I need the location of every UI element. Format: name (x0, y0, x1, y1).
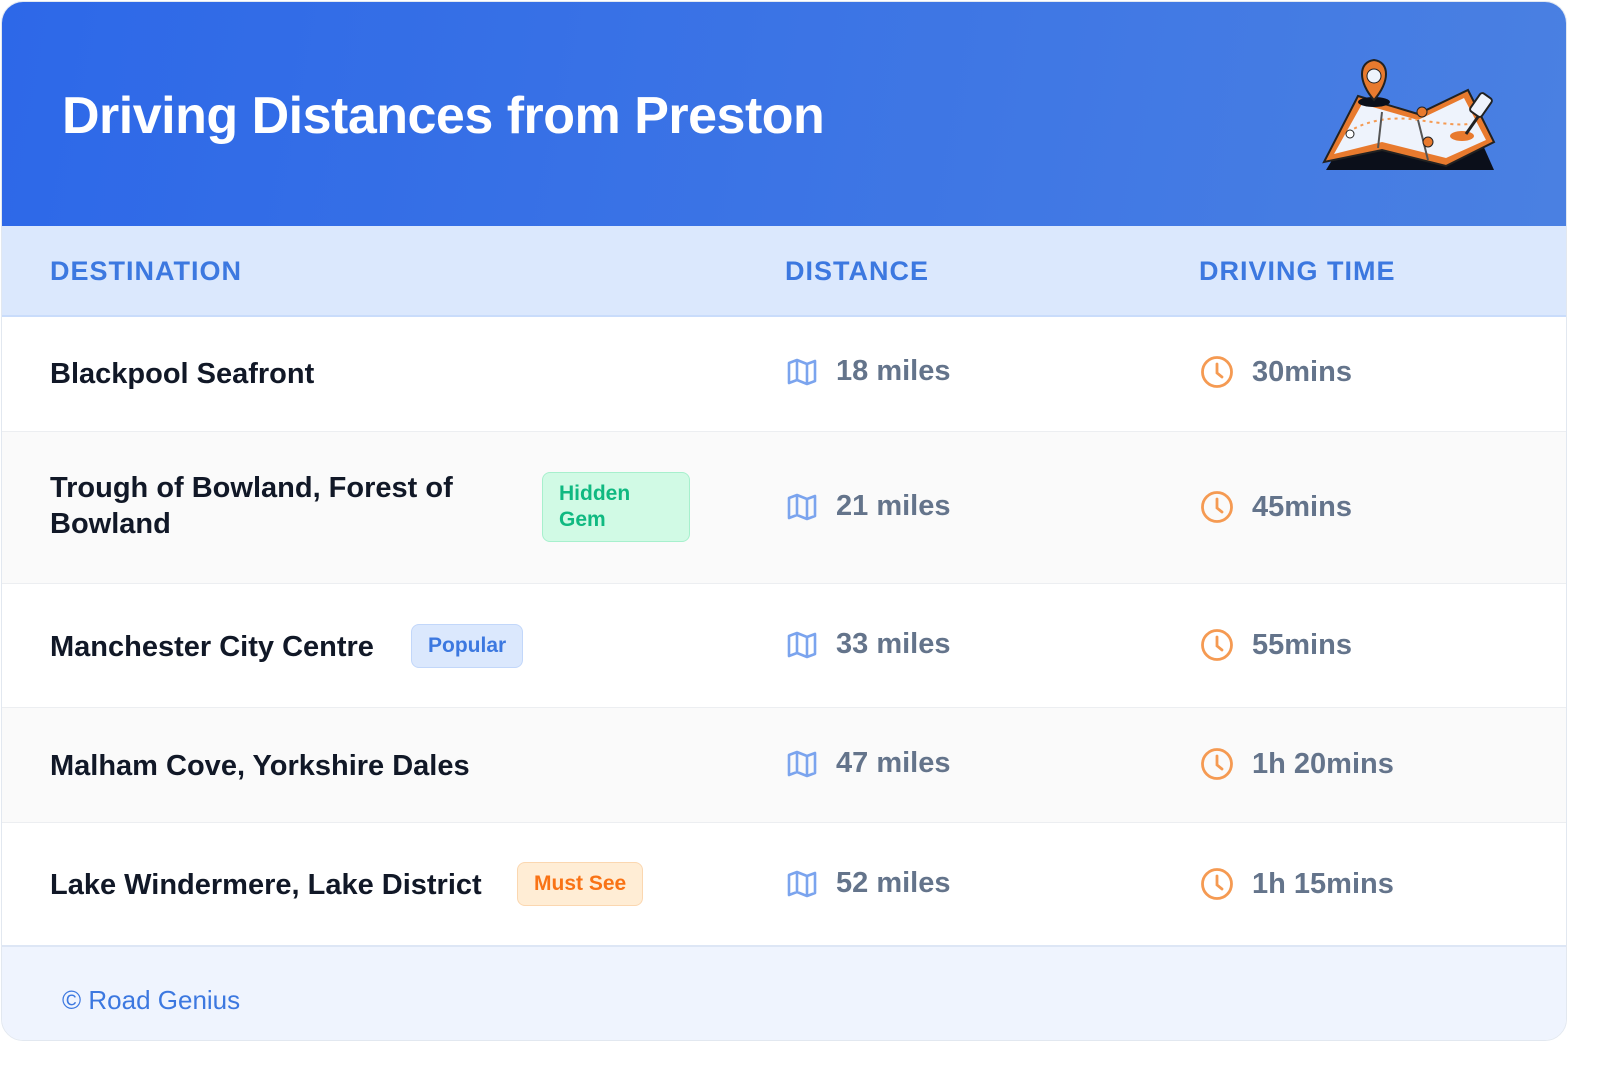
driving-time-value: 30mins (1252, 355, 1352, 388)
distance-value: 47 miles (836, 747, 951, 779)
popular-badge: Popular (411, 624, 524, 668)
table-row[interactable]: Trough of Bowland, Forest of Bowland Hidd… (2, 432, 1566, 584)
map-icon (786, 631, 818, 659)
distance-card: Driving Distances from Preston DESTINATI… (1, 1, 1567, 1041)
copyright-text: © Road Genius (62, 985, 241, 1015)
header: Driving Distances from Preston (2, 2, 1566, 226)
driving-time-value: 45mins (1252, 490, 1352, 523)
table-header: DESTINATION DISTANCE DRIVING TIME (2, 226, 1566, 317)
column-header-distance[interactable]: DISTANCE (785, 256, 930, 286)
driving-time-value: 55mins (1252, 628, 1352, 661)
distance-value: 33 miles (836, 628, 951, 660)
clock-icon (1200, 490, 1234, 524)
page-title: Driving Distances from Preston (62, 87, 825, 145)
distance-value: 52 miles (836, 867, 951, 899)
map-icon (786, 493, 818, 521)
destination-name: Trough of Bowland, Forest of Bowland (50, 470, 453, 542)
column-header-driving-time[interactable]: DRIVING TIME (1199, 256, 1396, 286)
badge-line: Gem (559, 508, 606, 531)
destination-name: Blackpool Seafront (50, 358, 315, 390)
destination-name: Malham Cove, Yorkshire Dales (50, 750, 470, 782)
table-row[interactable]: Lake Windermere, Lake District Must See … (2, 823, 1566, 947)
clock-icon (1200, 628, 1234, 662)
map-icon (786, 870, 818, 898)
driving-time-value: 1h 15mins (1252, 867, 1394, 900)
footer: © Road Genius (2, 945, 1566, 1040)
distance-value: 18 miles (836, 355, 951, 387)
column-header-destination[interactable]: DESTINATION (50, 256, 242, 286)
destination-name: Manchester City Centre (50, 631, 374, 663)
map-icon (786, 358, 818, 386)
table-row[interactable]: Manchester City Centre Popular 33 miles … (2, 584, 1566, 708)
must-see-badge: Must See (517, 862, 644, 906)
badge-line: Hidden (559, 482, 631, 505)
hidden-gem-badge: Hidden Gem (542, 472, 690, 542)
map-icon (786, 750, 818, 778)
table-row[interactable]: Malham Cove, Yorkshire Dales 47 miles 1h… (2, 708, 1566, 823)
destination-line: Bowland (50, 508, 171, 540)
table-row[interactable]: Blackpool Seafront 18 miles 30mins (2, 317, 1566, 432)
map-illustration-icon (1322, 58, 1496, 170)
clock-icon (1200, 867, 1234, 901)
clock-icon (1200, 355, 1234, 389)
driving-time-value: 1h 20mins (1252, 747, 1394, 780)
destination-line: Trough of Bowland, Forest of (50, 472, 453, 504)
destination-name: Lake Windermere, Lake District (50, 869, 482, 901)
clock-icon (1200, 747, 1234, 781)
distance-value: 21 miles (836, 490, 951, 522)
